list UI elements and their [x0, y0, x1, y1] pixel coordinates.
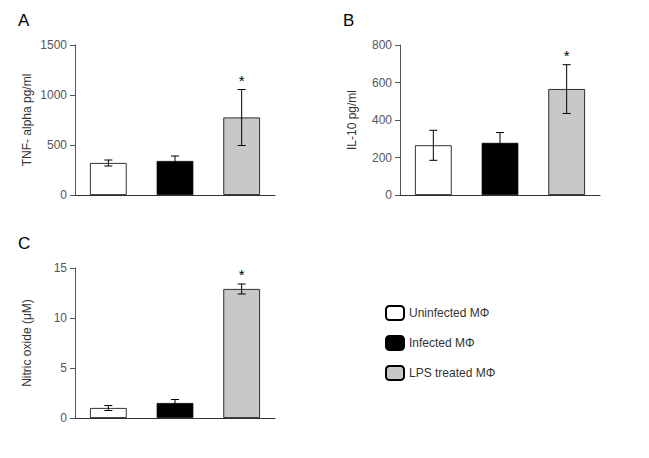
svg-text:LPS treated MΦ: LPS treated MΦ: [409, 366, 495, 380]
svg-text:1000: 1000: [40, 88, 67, 102]
svg-text:B: B: [343, 11, 354, 30]
svg-text:1500: 1500: [40, 38, 67, 52]
svg-text:*: *: [239, 72, 245, 89]
svg-text:*: *: [564, 47, 570, 64]
svg-text:TNF- alpha pg/ml: TNF- alpha pg/ml: [20, 74, 34, 167]
svg-text:0: 0: [385, 188, 392, 202]
svg-text:200: 200: [372, 151, 392, 165]
svg-text:IL-10 pg/ml: IL-10 pg/ml: [345, 90, 359, 150]
svg-text:15: 15: [54, 261, 68, 275]
svg-text:600: 600: [372, 76, 392, 90]
svg-text:*: *: [239, 266, 245, 283]
svg-text:5: 5: [60, 361, 67, 375]
svg-text:Infected MΦ: Infected MΦ: [409, 336, 475, 350]
svg-text:400: 400: [372, 113, 392, 127]
svg-text:C: C: [18, 234, 30, 253]
svg-text:0: 0: [60, 188, 67, 202]
svg-text:Uninfected MΦ: Uninfected MΦ: [409, 306, 489, 320]
svg-text:500: 500: [47, 138, 67, 152]
svg-text:A: A: [18, 11, 30, 30]
svg-text:800: 800: [372, 38, 392, 52]
svg-text:10: 10: [54, 311, 68, 325]
svg-text:0: 0: [60, 411, 67, 425]
svg-text:Nitric oxide (μM): Nitric oxide (μM): [20, 299, 34, 387]
